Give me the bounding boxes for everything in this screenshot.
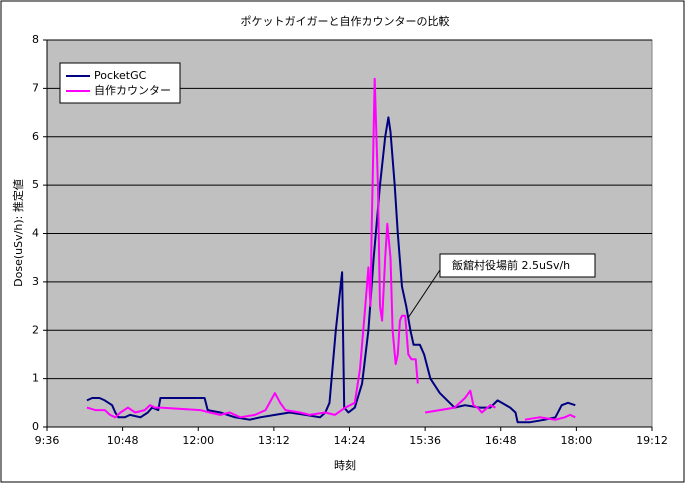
annotation-leader: [407, 269, 441, 319]
annotation: 飯舘村役場前 2.5uSv/h: [452, 258, 570, 272]
y-tick-label: 0: [32, 420, 39, 433]
x-tick-label: 12:00: [182, 434, 214, 447]
x-axis-label: 時刻: [334, 458, 356, 472]
legend-box: [59, 62, 181, 104]
chart-title: ポケットガイガーと自作カウンターの比較: [241, 14, 450, 28]
legend-label: PocketGC: [94, 69, 147, 82]
y-tick-label: 3: [32, 275, 39, 288]
x-tick-label: 10:48: [107, 434, 139, 447]
x-tick-label: 16:48: [485, 434, 517, 447]
series-line: [86, 77, 576, 421]
x-tick-label: 18:00: [561, 434, 593, 447]
y-tick-label: 2: [32, 323, 39, 336]
annotation-box: [439, 253, 596, 278]
y-tick-label: 7: [32, 81, 39, 94]
x-tick-label: 19:12: [636, 434, 668, 447]
plot: 0 1 2 3 4 5 6 7 8 9:36 10:48 12:00 13:12 14:24 15:36 16…: [32, 33, 668, 447]
y-axis-label: Dose(uSv/h): 推定値: [11, 179, 25, 287]
legend: PocketGC 自作カウンター: [59, 62, 181, 104]
y-tick-label: 5: [32, 178, 39, 191]
y-tick-label: 1: [32, 372, 39, 385]
x-tick-label: 15:36: [409, 434, 441, 447]
y-tick-label: 8: [32, 33, 39, 46]
y-tick-label: 4: [32, 227, 39, 240]
x-tick-label: 14:24: [334, 434, 366, 447]
legend-label: 自作カウンター: [94, 84, 171, 97]
x-tick-label: 9:36: [35, 434, 60, 447]
x-tick-label: 13:12: [258, 434, 290, 447]
y-tick-label: 6: [32, 130, 39, 143]
